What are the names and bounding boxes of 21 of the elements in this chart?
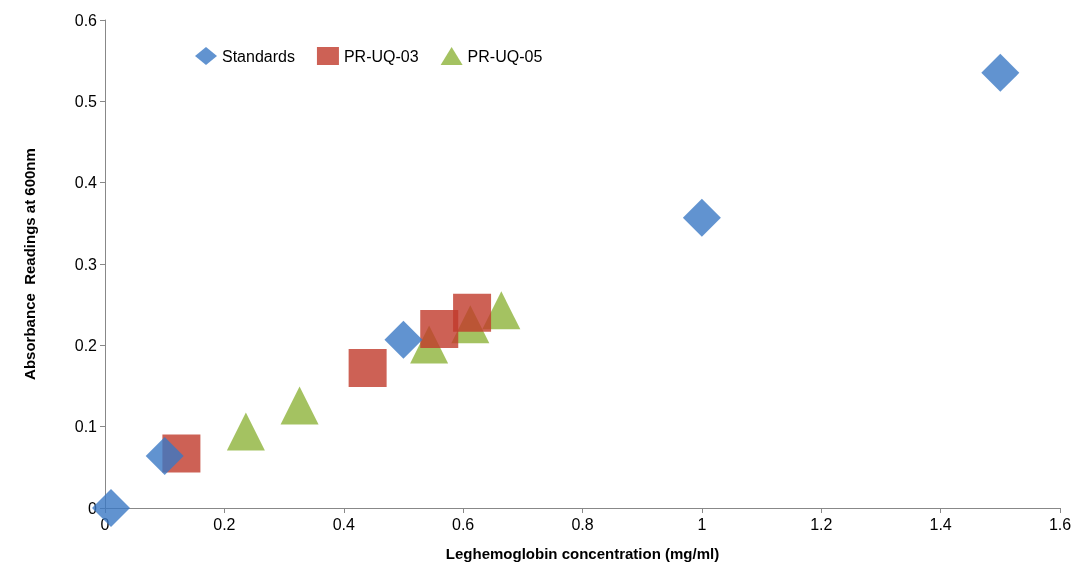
y-tick-label: 0 xyxy=(88,499,98,517)
x-tick-label: 0.8 xyxy=(571,515,594,533)
x-tick-label: 0.2 xyxy=(213,515,236,533)
legend-label: Standards xyxy=(222,47,295,65)
x-tick-label: 1.2 xyxy=(810,515,833,533)
y-tick-label: 0.4 xyxy=(74,174,98,192)
y-tick-label: 0.6 xyxy=(74,11,98,29)
y-tick-label: 0.1 xyxy=(74,418,98,436)
x-tick-label: 1.4 xyxy=(929,515,952,533)
legend-label: PR-UQ-03 xyxy=(343,47,419,65)
x-axis-title: Leghemoglobin concentration (mg/ml) xyxy=(445,545,720,562)
x-tick-label: 0 xyxy=(100,515,110,533)
x-tick-label: 0.6 xyxy=(452,515,475,533)
x-tick-label: 1.6 xyxy=(1048,515,1072,533)
y-tick-label: 0.3 xyxy=(74,255,98,273)
y-tick-label: 0.5 xyxy=(74,92,98,110)
x-tick-label: 1 xyxy=(697,515,707,533)
legend-label: PR-UQ-05 xyxy=(467,47,543,65)
y-tick-label: 0.2 xyxy=(74,336,98,354)
y-axis-title: Absorbance Readings at 600nm xyxy=(21,148,38,380)
x-tick-label: 0.4 xyxy=(332,515,355,533)
